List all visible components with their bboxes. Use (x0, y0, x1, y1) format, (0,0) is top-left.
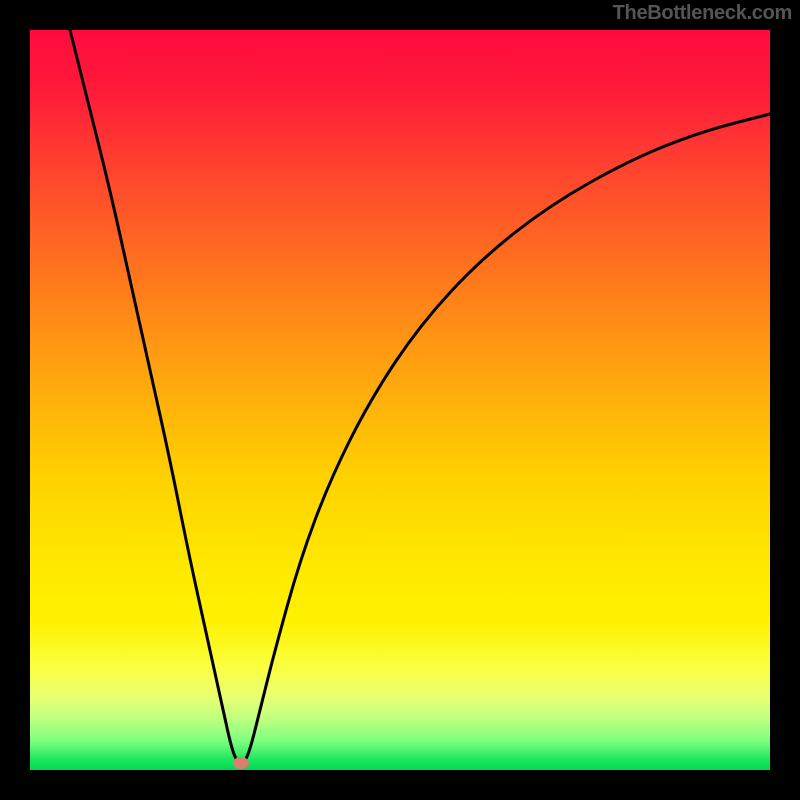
plot-background (30, 30, 770, 770)
minimum-marker (233, 757, 249, 769)
chart-container: TheBottleneck.com (0, 0, 800, 800)
bottleneck-curve-chart (0, 0, 800, 800)
watermark-label: TheBottleneck.com (613, 2, 792, 25)
